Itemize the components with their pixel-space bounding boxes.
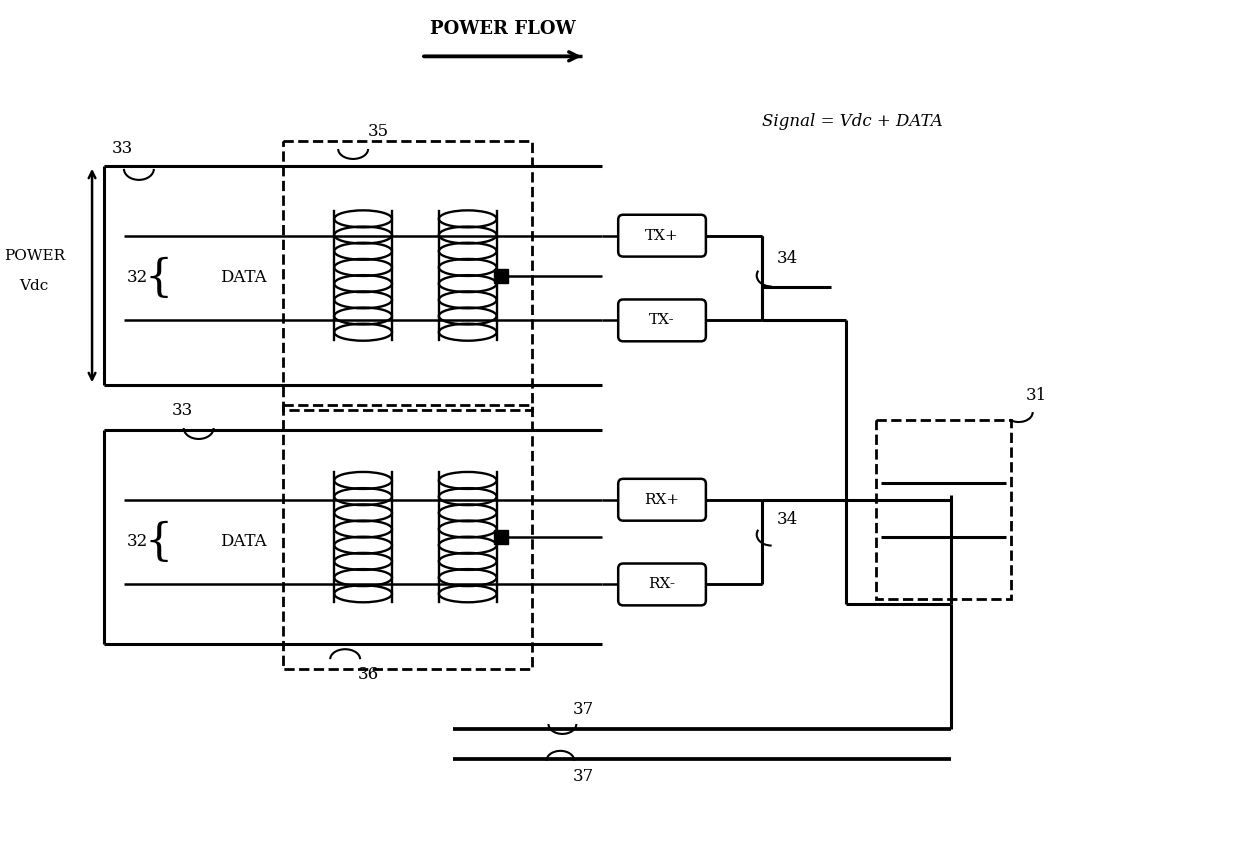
Text: 31: 31: [1025, 386, 1047, 404]
Text: {: {: [145, 521, 172, 563]
Text: 37: 37: [573, 769, 594, 785]
Bar: [284, 405, 532, 669]
Bar: [494, 530, 507, 544]
Text: 32: 32: [126, 269, 148, 286]
Text: 33: 33: [172, 402, 193, 419]
Text: 36: 36: [358, 666, 379, 682]
FancyBboxPatch shape: [619, 215, 706, 256]
Text: TX-: TX-: [650, 314, 675, 327]
Text: POWER FLOW: POWER FLOW: [430, 21, 575, 38]
Text: 35: 35: [368, 122, 389, 139]
Text: DATA: DATA: [221, 269, 267, 286]
Bar: [877, 420, 1011, 599]
FancyBboxPatch shape: [619, 563, 706, 605]
Text: 32: 32: [126, 534, 148, 550]
Text: 37: 37: [573, 700, 594, 717]
Text: DATA: DATA: [221, 534, 267, 550]
Text: RX-: RX-: [649, 577, 676, 592]
Bar: [284, 141, 532, 410]
FancyBboxPatch shape: [619, 299, 706, 341]
Text: Vdc: Vdc: [20, 279, 48, 292]
FancyBboxPatch shape: [619, 479, 706, 521]
Text: TX+: TX+: [645, 228, 680, 243]
Text: 34: 34: [776, 251, 797, 267]
Text: POWER: POWER: [4, 249, 64, 262]
Bar: [494, 268, 507, 282]
Text: RX+: RX+: [645, 492, 680, 507]
Text: {: {: [145, 256, 172, 299]
Text: 34: 34: [776, 511, 797, 528]
Text: 33: 33: [112, 140, 133, 157]
Text: Signal = Vdc + DATA: Signal = Vdc + DATA: [761, 113, 942, 130]
